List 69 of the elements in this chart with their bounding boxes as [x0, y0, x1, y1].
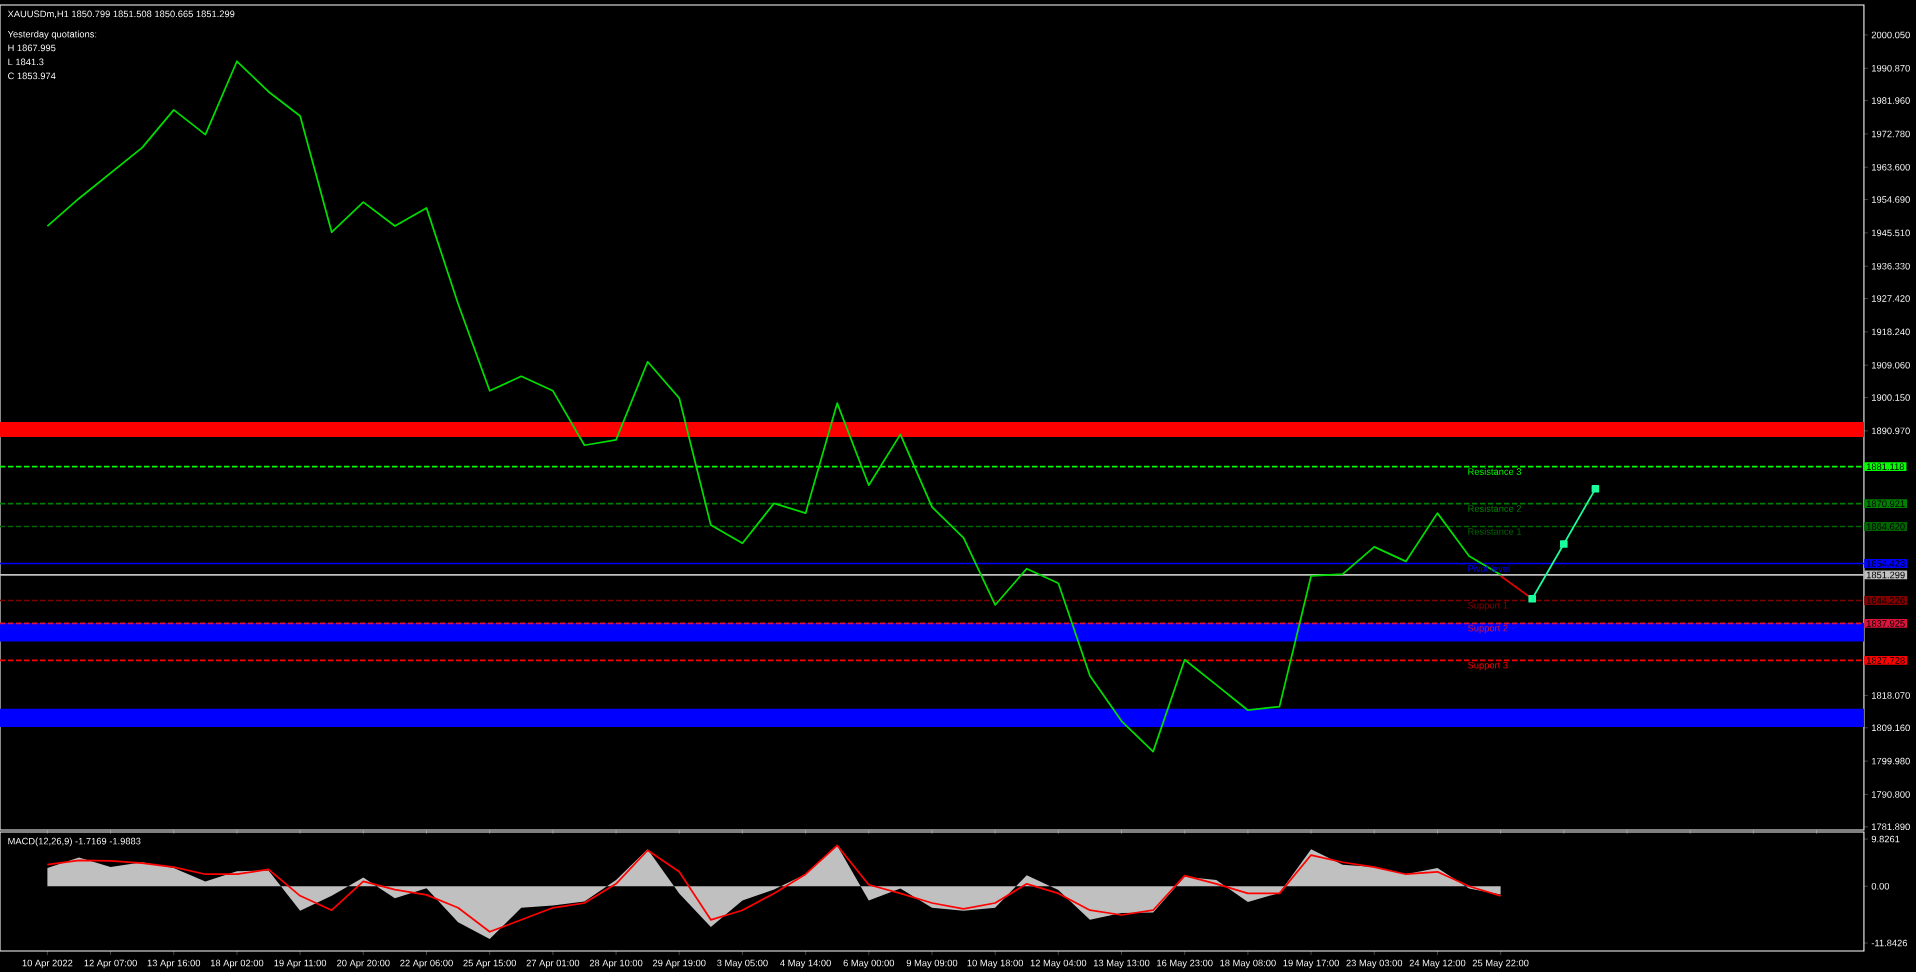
ref-line-label: 1881.118 — [1866, 463, 1905, 471]
ref-line-label: 1864.620 — [1866, 523, 1905, 530]
y-tick-label: 1945.510 — [1872, 229, 1910, 237]
x-tick-label: 25 Apr 15:00 — [463, 959, 517, 969]
x-tick-label: 23 May 03:00 — [1346, 959, 1403, 969]
x-tick-label: 19 Apr 11:00 — [274, 959, 327, 969]
x-tick-label: 19 May 17:00 — [1283, 959, 1339, 969]
annotation: Pivot level — [1468, 564, 1510, 572]
y-tick-label: 1963.600 — [1872, 163, 1910, 171]
ref-line-label: 1854.423 — [1866, 560, 1905, 567]
y-tick-label: 1972.780 — [1872, 130, 1910, 138]
point — [1560, 540, 1568, 548]
y-tick-label: 1918.240 — [1872, 328, 1910, 336]
y-tick-label: 1981.960 — [1872, 97, 1910, 104]
y-tick-label: 0.00 — [1871, 882, 1890, 890]
x-tick-label: 18 Apr 02:00 — [210, 959, 264, 969]
annotation: Resistance 1 — [1468, 527, 1522, 535]
annotation: Support 1 — [1468, 601, 1508, 611]
y-tick-label: 1909.060 — [1872, 361, 1910, 369]
y-tick-label: 1790.800 — [1872, 791, 1910, 798]
x-tick-label: 13 May 13:00 — [1093, 959, 1150, 969]
y-tick-label: 1818.070 — [1872, 692, 1910, 699]
text: MACD(12,26,9) -1.7169 -1.9883 — [8, 837, 141, 847]
y-tick-label: 1936.330 — [1872, 262, 1910, 270]
x-tick-label: 20 Apr 20:00 — [337, 959, 390, 969]
annotation: Resistance 3 — [1468, 468, 1522, 475]
x-tick-label: 3 May 05:00 — [717, 959, 768, 969]
y-tick-label: 9.8261 — [1871, 835, 1900, 843]
x-tick-label: 6 May 00:00 — [843, 959, 895, 969]
y-tick-label: 1799.980 — [1872, 757, 1910, 765]
y-tick-label: 1809.160 — [1872, 724, 1910, 732]
point — [1528, 594, 1537, 603]
y-tick-label: 1990.870 — [1872, 64, 1910, 72]
point — [1591, 485, 1600, 493]
y-tick-label: 2000.050 — [1871, 31, 1910, 39]
x-tick-label: 22 Apr 06:00 — [400, 959, 453, 969]
annotation: Support 2 — [1468, 624, 1508, 634]
y-tick-label: 1900.150 — [1872, 394, 1910, 401]
x-tick-label: 18 May 08:00 — [1220, 959, 1276, 969]
x-tick-label: 12 May 04:00 — [1030, 959, 1087, 969]
y-tick-label: 1927.420 — [1872, 295, 1910, 302]
text: XAUUSDm,H1 1850.799 1851.508 1850.665 1851.299 — [7, 10, 235, 19]
x-tick-label: 13 Apr 16:00 — [147, 959, 201, 969]
x-tick-label: 12 Apr 07:00 — [84, 959, 137, 969]
ref-line-label: 1851.299 — [1866, 571, 1905, 579]
x-tick-label: 25 May 22:00 — [1472, 959, 1529, 969]
x-tick-label: 4 May 14:00 — [780, 959, 831, 969]
x-tick-label: 9 May 09:00 — [906, 959, 958, 969]
y-tick-label: 1890.970 — [1872, 427, 1910, 435]
annotation: C 1853.974 — [8, 72, 56, 80]
y-tick-label: 1781.890 — [1872, 823, 1910, 831]
x-tick-label: 29 Apr 19:00 — [652, 959, 706, 969]
y-tick-label: -11.8426 — [1871, 939, 1908, 947]
x-tick-label: 27 Apr 01:00 — [526, 959, 580, 969]
annotation: Support 3 — [1468, 661, 1508, 671]
y-tick-label: 1954.690 — [1872, 196, 1910, 203]
x-tick-label: 16 May 23:00 — [1157, 959, 1213, 969]
ref-line-label: 1844.226 — [1866, 597, 1905, 604]
annotation: Yesterday quotations: — [7, 30, 97, 40]
ref-line-label: 1827.728 — [1866, 657, 1905, 664]
ref-line-label: 1870.921 — [1866, 500, 1905, 508]
x-tick-label: 10 May 18:00 — [967, 959, 1024, 969]
x-tick-label: 24 May 12:00 — [1409, 959, 1466, 969]
annotation: H 1867.995 — [8, 44, 56, 52]
annotation: Resistance 2 — [1468, 505, 1522, 512]
ref-line-label: 1837.925 — [1866, 620, 1905, 627]
annotation: L 1841.3 — [8, 58, 44, 66]
x-tick-label: 10 Apr 2022 — [22, 959, 73, 969]
x-tick-label: 28 Apr 10:00 — [589, 959, 643, 969]
